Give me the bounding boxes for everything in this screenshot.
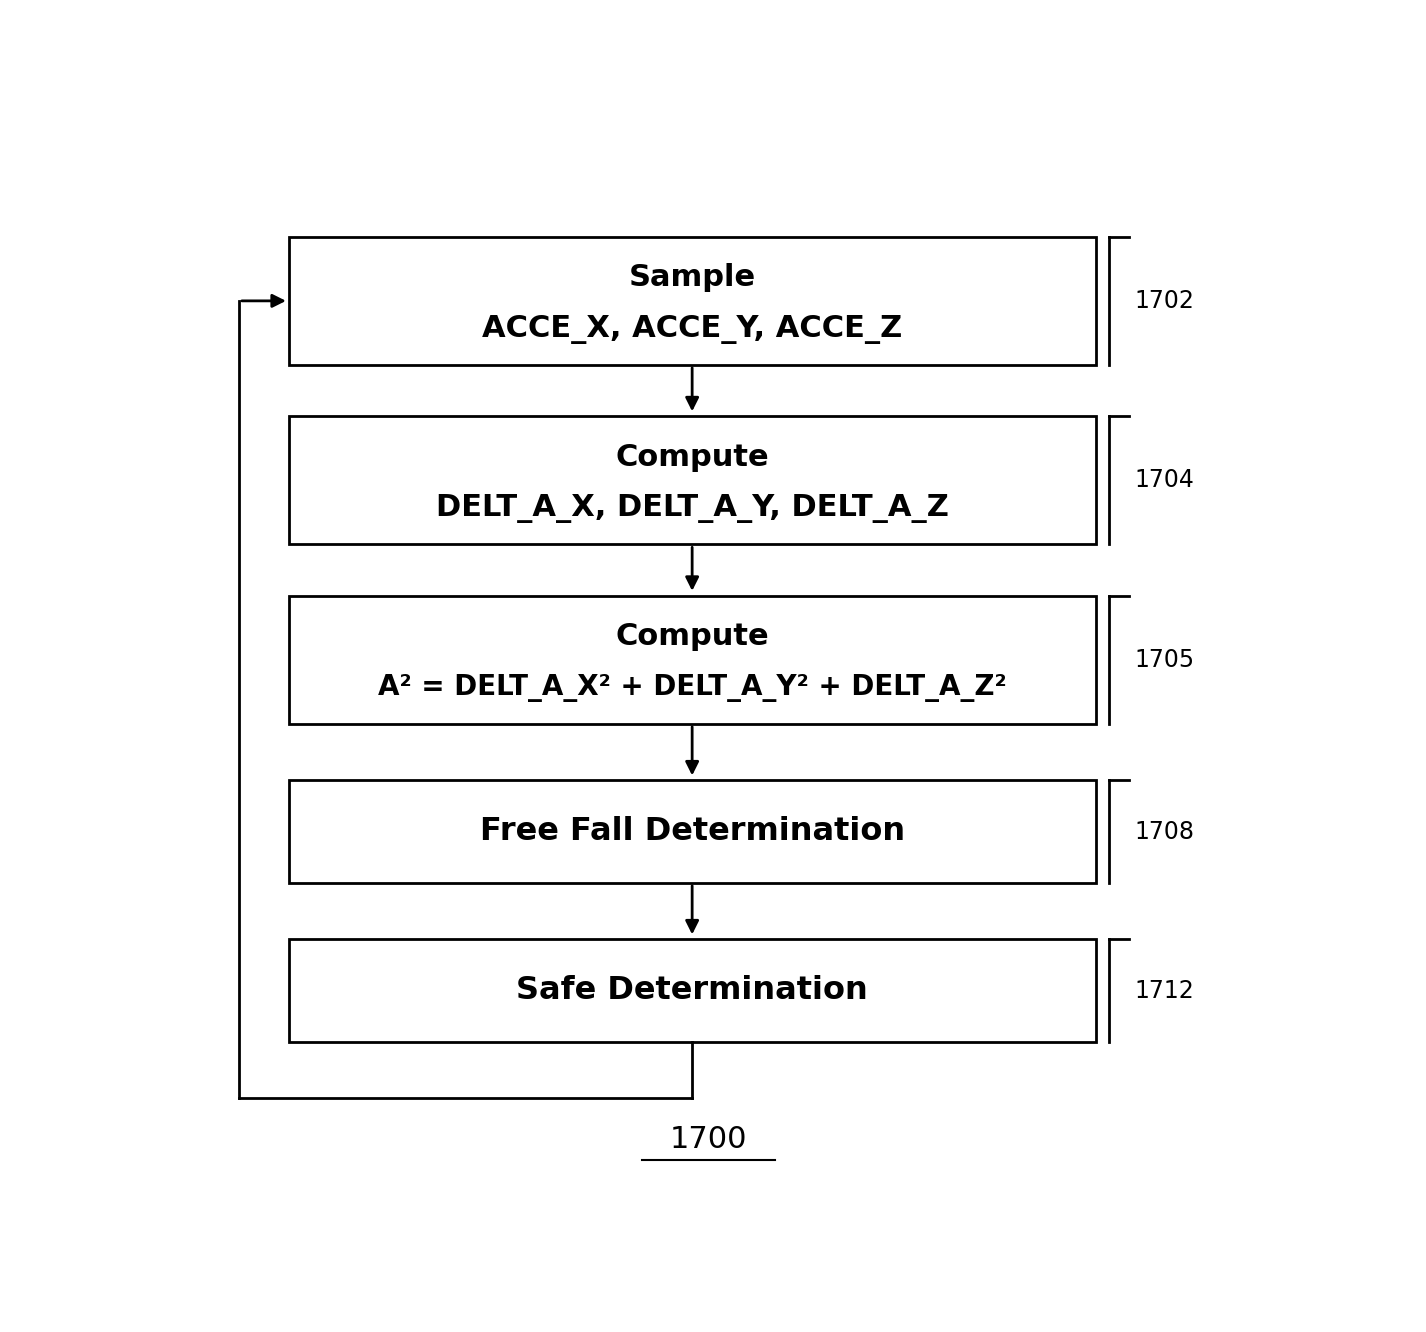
Text: Compute: Compute — [616, 442, 769, 472]
FancyBboxPatch shape — [288, 781, 1095, 883]
Text: 1712: 1712 — [1134, 979, 1194, 1003]
Text: ACCE_X, ACCE_Y, ACCE_Z: ACCE_X, ACCE_Y, ACCE_Z — [482, 314, 903, 344]
Text: A² = DELT_A_X² + DELT_A_Y² + DELT_A_Z²: A² = DELT_A_X² + DELT_A_Y² + DELT_A_Z² — [378, 674, 1007, 702]
Text: DELT_A_X, DELT_A_Y, DELT_A_Z: DELT_A_X, DELT_A_Y, DELT_A_Z — [436, 494, 948, 523]
Text: 1702: 1702 — [1134, 289, 1194, 313]
Text: 1705: 1705 — [1134, 647, 1195, 671]
FancyBboxPatch shape — [288, 939, 1095, 1042]
Text: 1704: 1704 — [1134, 469, 1194, 493]
Text: 1708: 1708 — [1134, 819, 1194, 843]
FancyBboxPatch shape — [288, 595, 1095, 725]
Text: Safe Determination: Safe Determination — [516, 975, 868, 1006]
FancyBboxPatch shape — [288, 416, 1095, 545]
Text: Free Fall Determination: Free Fall Determination — [479, 817, 904, 847]
Text: Compute: Compute — [616, 622, 769, 651]
Text: Sample: Sample — [629, 264, 756, 292]
Text: 1700: 1700 — [670, 1124, 747, 1154]
FancyBboxPatch shape — [288, 237, 1095, 365]
